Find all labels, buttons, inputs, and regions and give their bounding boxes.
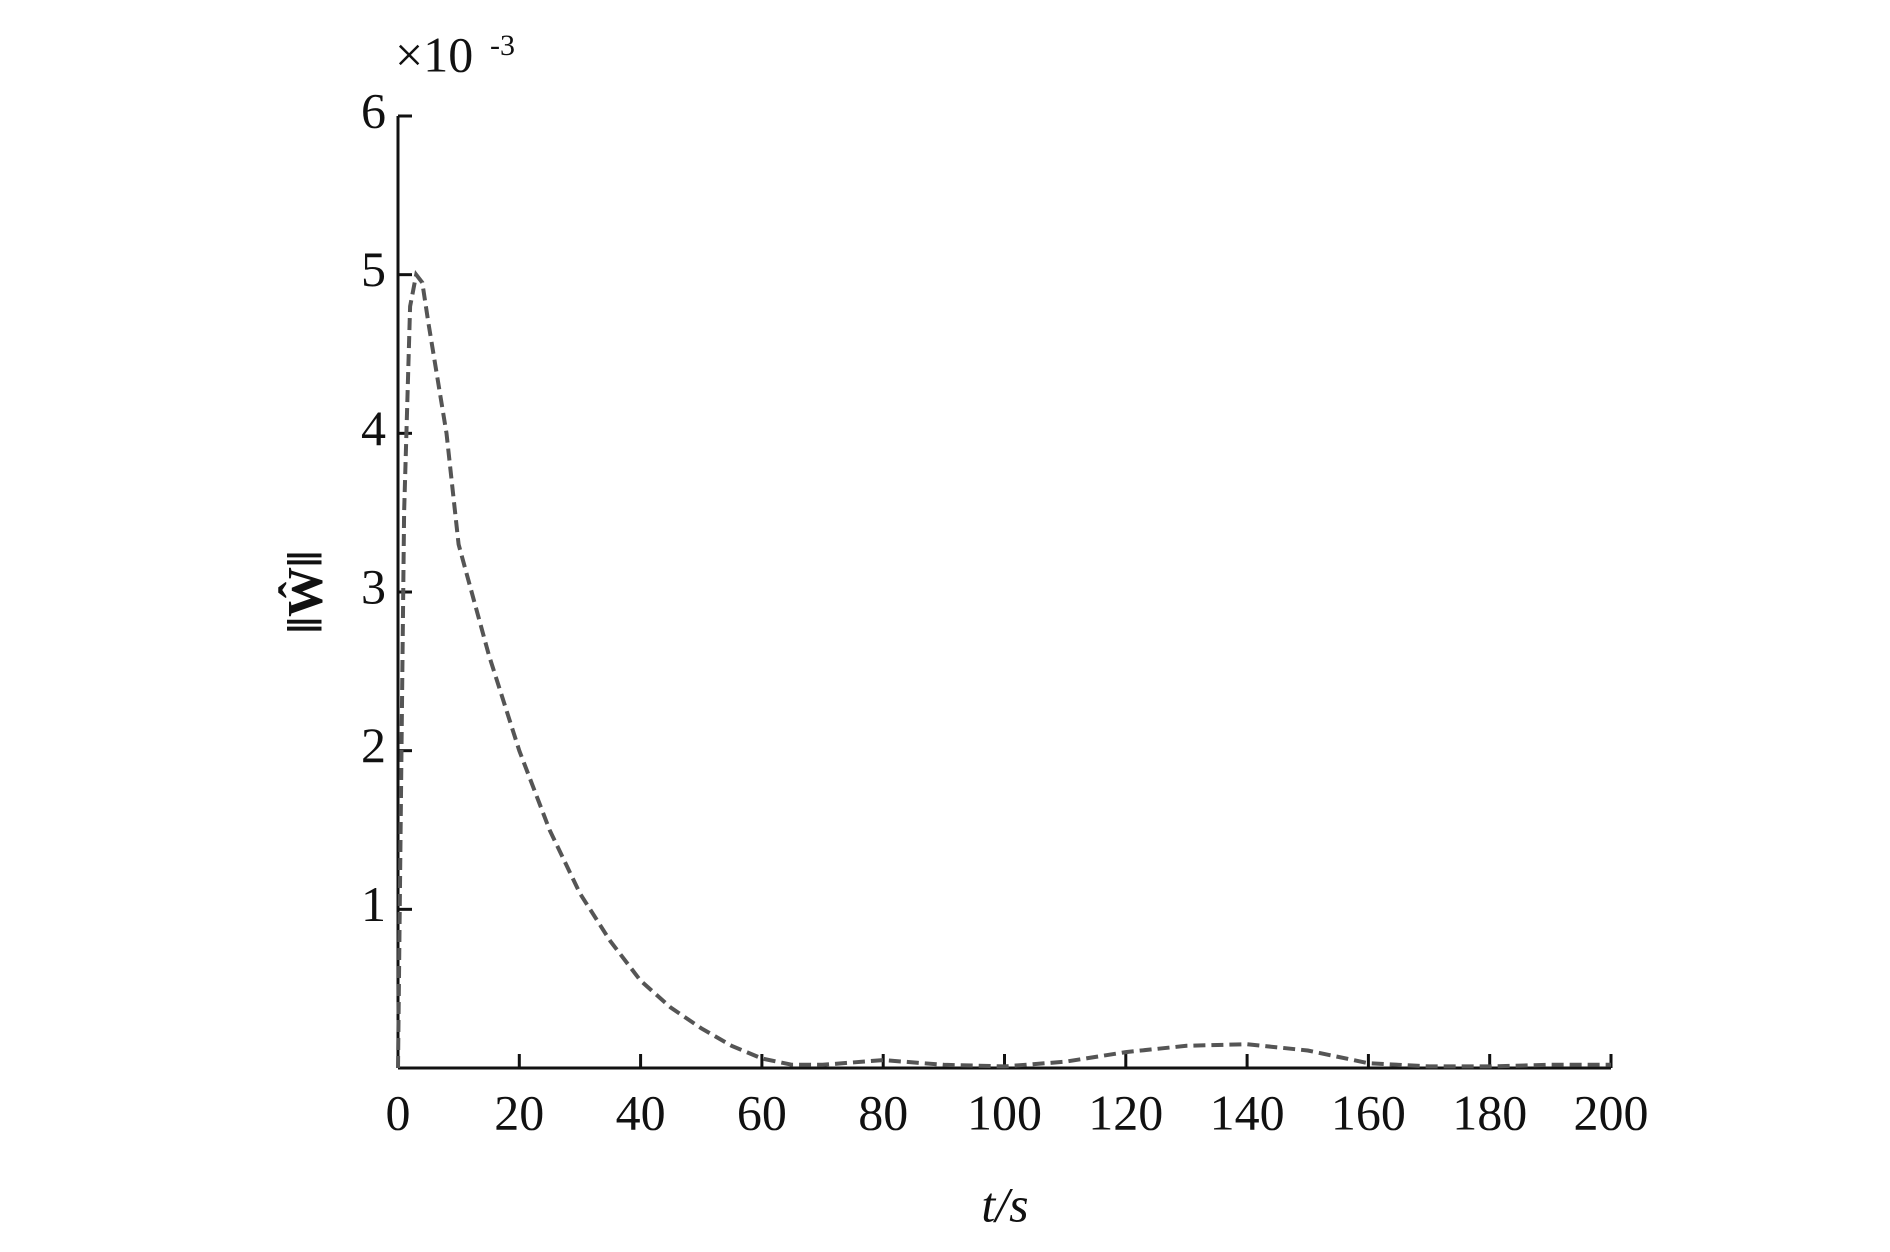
x-tick-label: 120 bbox=[1088, 1084, 1163, 1140]
x-tick-label: 100 bbox=[967, 1084, 1042, 1140]
x-tick-label: 20 bbox=[494, 1084, 544, 1140]
x-tick-label: 0 bbox=[386, 1084, 411, 1140]
x-tick-label: 80 bbox=[858, 1084, 908, 1140]
x-tick-label: 60 bbox=[737, 1084, 787, 1140]
x-tick-label: 160 bbox=[1331, 1084, 1406, 1140]
x-tick-label: 200 bbox=[1574, 1084, 1649, 1140]
y-tick-label: 1 bbox=[361, 876, 386, 932]
x-tick-label: 180 bbox=[1452, 1084, 1527, 1140]
y-axis-label: ‖Ŵ‖ bbox=[276, 551, 332, 633]
y-tick-label: 5 bbox=[361, 241, 386, 297]
x-axis-label: t/s bbox=[981, 1176, 1028, 1232]
y-tick-label: 3 bbox=[361, 558, 386, 614]
x-tick-label: 140 bbox=[1210, 1084, 1285, 1140]
y-multiplier: ×10 bbox=[395, 26, 473, 82]
data-line bbox=[396, 269, 1611, 1069]
y-tick-label: 4 bbox=[361, 400, 386, 456]
y-tick-label: 2 bbox=[361, 717, 386, 773]
y-multiplier-exponent: -3 bbox=[490, 29, 515, 62]
y-tick-label: 6 bbox=[361, 82, 386, 138]
x-tick-label: 40 bbox=[616, 1084, 666, 1140]
